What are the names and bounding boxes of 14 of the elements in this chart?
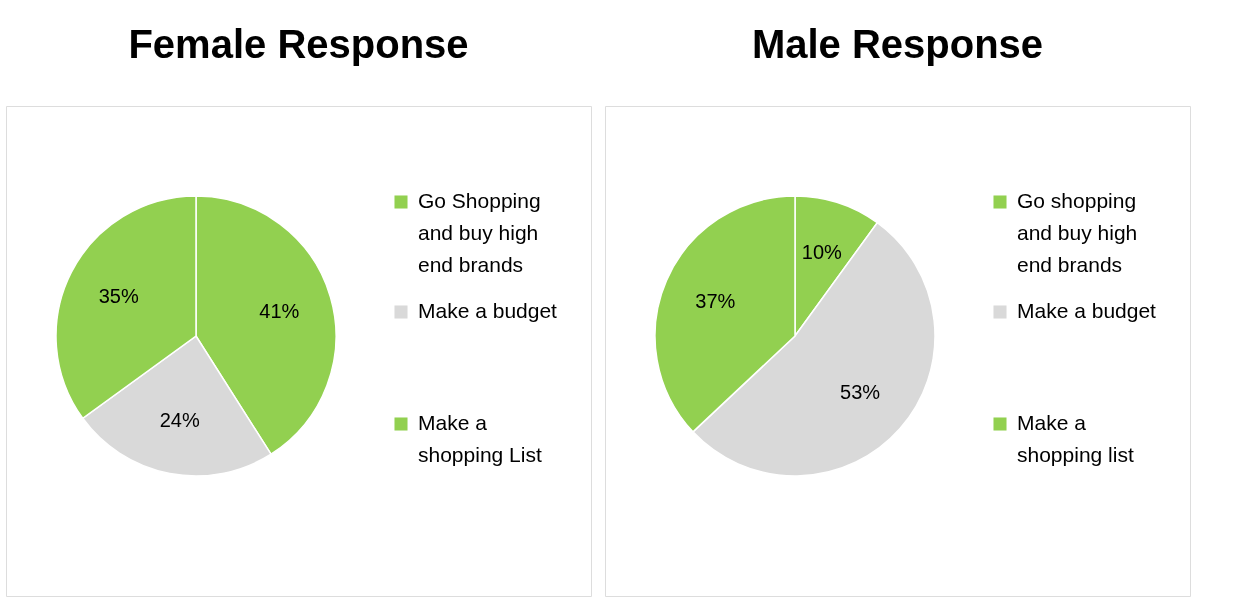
data-label: 10% (801, 241, 843, 264)
legend-label: Make a budget (418, 299, 558, 322)
chart-title: Female Response (128, 22, 469, 66)
legend-label: Go shopping and buy high end brands (1017, 189, 1138, 276)
legend-label: Go Shopping and buy high end brands (418, 189, 541, 276)
data-label: 41% (259, 299, 300, 322)
legend-label: Make a shopping list (1017, 411, 1134, 466)
data-label: 35% (98, 284, 139, 307)
data-label: 37% (695, 289, 736, 312)
data-label: 53% (840, 381, 881, 404)
legend-label: Make a budget (1017, 299, 1157, 322)
data-label: 24% (159, 409, 200, 432)
legend-label: Make a shopping List (418, 411, 542, 466)
chart-title: Male Response (751, 22, 1044, 66)
